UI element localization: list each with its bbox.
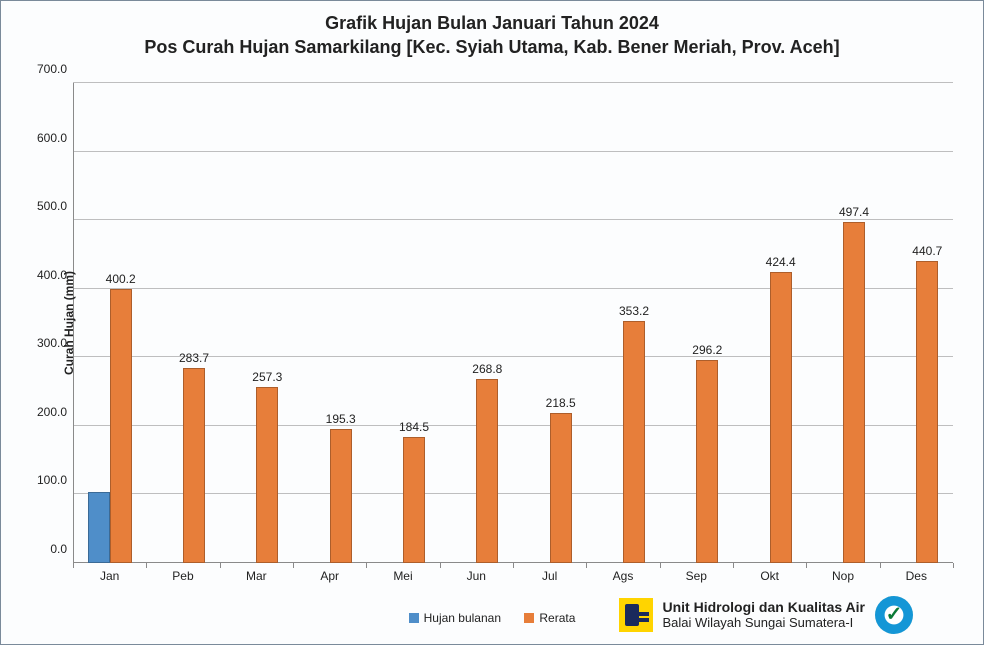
bar: 353.2 [623,321,645,563]
x-tick-label: Apr [320,569,339,583]
org-logo-icon [619,598,653,632]
bar-value-label: 218.5 [546,396,576,410]
bar: 257.3 [256,387,278,563]
bar-value-label: 497.4 [839,205,869,219]
y-tick-label: 400.0 [37,268,73,282]
bar: 184.5 [403,437,425,564]
bar-value-label: 296.2 [692,343,722,357]
footer-line-2: Balai Wilayah Sungai Sumatera-I [663,616,866,631]
x-tick-mark [880,563,881,568]
legend-label: Hujan bulanan [424,611,501,625]
legend-item: Hujan bulanan [409,611,501,625]
bar: 195.3 [330,429,352,563]
x-tick-label: Mei [393,569,412,583]
y-tick-label: 600.0 [37,131,73,145]
bar [88,492,110,563]
x-tick-label: Ags [613,569,634,583]
bar-value-label: 283.7 [179,351,209,365]
y-tick-label: 700.0 [37,62,73,76]
x-tick-mark [660,563,661,568]
bar-value-label: 424.4 [766,255,796,269]
x-tick-label: Peb [172,569,193,583]
bar-value-label: 268.8 [472,362,502,376]
bar-value-label: 353.2 [619,304,649,318]
bar: 497.4 [843,222,865,563]
bar-value-label: 440.7 [912,244,942,258]
category-slot: Mei184.5 [366,83,439,563]
y-tick-label: 200.0 [37,405,73,419]
title-line-2: Pos Curah Hujan Samarkilang [Kec. Syiah … [1,35,983,59]
legend-item: Rerata [524,611,575,625]
bar: 440.7 [916,261,938,563]
category-slot: Mar257.3 [220,83,293,563]
y-tick-label: 300.0 [37,336,73,350]
x-tick-mark [146,563,147,568]
x-tick-mark [220,563,221,568]
x-tick-mark [73,563,74,568]
category-slot: Peb283.7 [146,83,219,563]
footer-text: Unit Hidrologi dan Kualitas Air Balai Wi… [663,599,866,630]
category-slot: Nop497.4 [806,83,879,563]
footer: Unit Hidrologi dan Kualitas Air Balai Wi… [619,596,914,634]
x-tick-mark [440,563,441,568]
y-tick-label: 500.0 [37,199,73,213]
bar-value-label: 400.2 [106,272,136,286]
category-slot: Jan400.2 [73,83,146,563]
x-tick-mark [953,563,954,568]
x-tick-label: Mar [246,569,267,583]
category-slot: Jun268.8 [440,83,513,563]
x-tick-mark [513,563,514,568]
category-slot: Okt424.4 [733,83,806,563]
bar: 283.7 [183,368,205,563]
category-slot: Ags353.2 [586,83,659,563]
x-tick-mark [733,563,734,568]
x-tick-label: Jan [100,569,119,583]
x-tick-mark [806,563,807,568]
x-tick-mark [366,563,367,568]
footer-line-1: Unit Hidrologi dan Kualitas Air [663,599,866,615]
bar-value-label: 257.3 [252,370,282,384]
cert-badge-icon [875,596,913,634]
legend-label: Rerata [539,611,575,625]
bar: 296.2 [696,360,718,563]
x-tick-label: Jun [467,569,486,583]
category-slot: Apr195.3 [293,83,366,563]
x-tick-label: Jul [542,569,557,583]
y-tick-label: 0.0 [50,542,73,556]
bar: 400.2 [110,289,132,563]
chart-plot-area: Curah Hujan (mm) 0.0100.0200.0300.0400.0… [73,83,953,563]
chart-title: Grafik Hujan Bulan Januari Tahun 2024 Po… [1,1,983,60]
bar-value-label: 195.3 [326,412,356,426]
y-tick-label: 100.0 [37,473,73,487]
x-tick-label: Des [906,569,927,583]
title-line-1: Grafik Hujan Bulan Januari Tahun 2024 [1,11,983,35]
category-slot: Jul218.5 [513,83,586,563]
bar: 268.8 [476,379,498,563]
category-slot: Des440.7 [880,83,953,563]
bar-value-label: 184.5 [399,420,429,434]
x-tick-mark [586,563,587,568]
x-tick-label: Sep [686,569,707,583]
x-tick-label: Okt [760,569,779,583]
legend-swatch-icon [524,613,534,623]
x-tick-mark [293,563,294,568]
bar: 218.5 [550,413,572,563]
legend-swatch-icon [409,613,419,623]
x-tick-label: Nop [832,569,854,583]
bar: 424.4 [770,272,792,563]
category-slot: Sep296.2 [660,83,733,563]
